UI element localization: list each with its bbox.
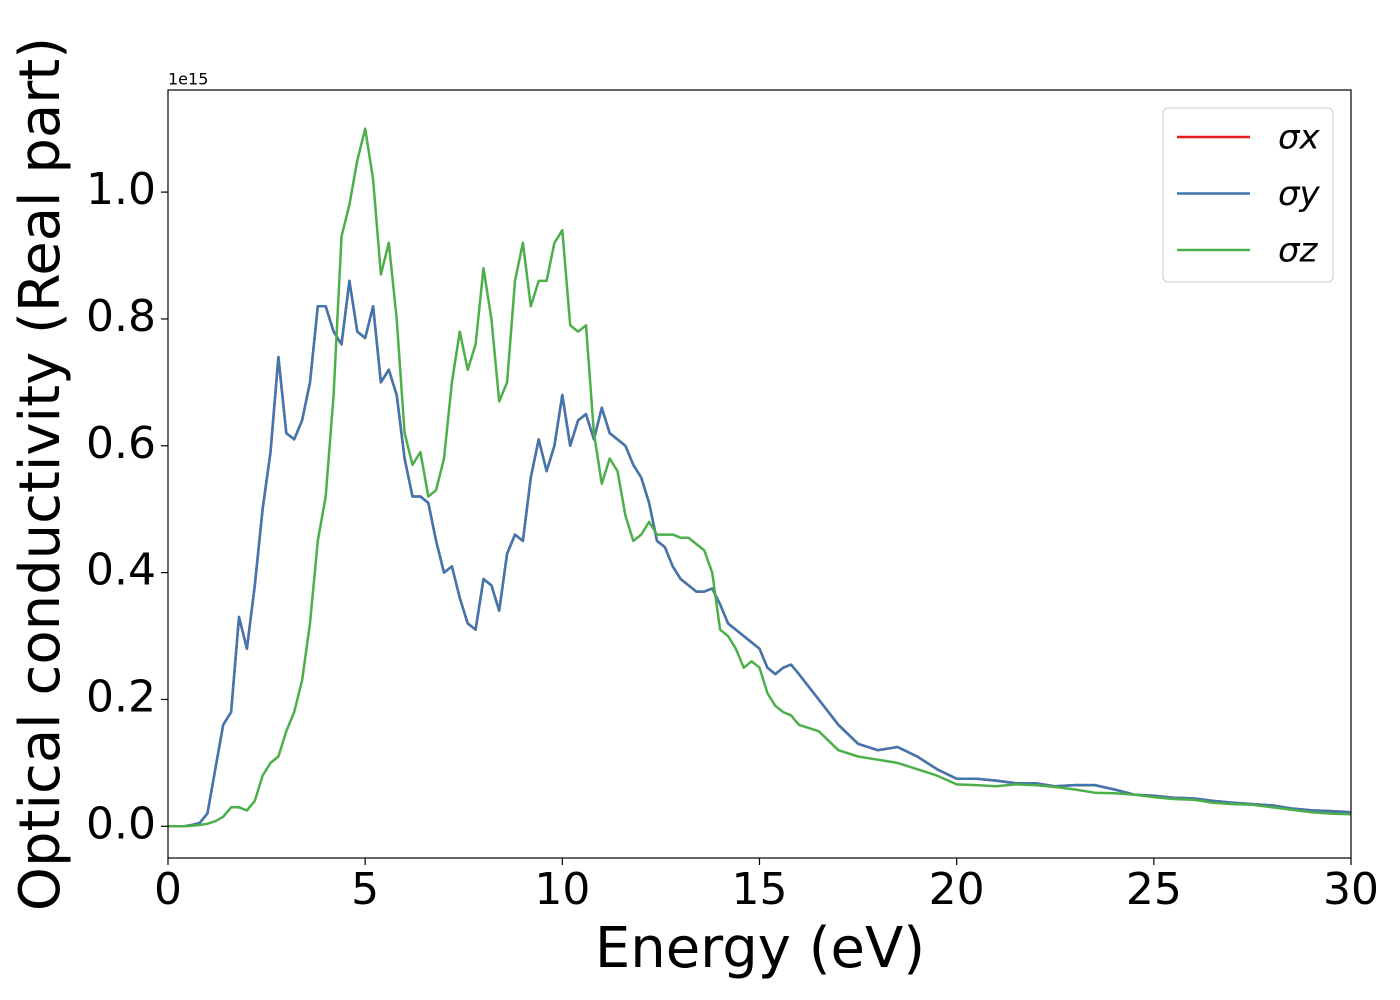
x-tick-label: 25 — [1126, 864, 1182, 915]
y-tick-label: 0.2 — [86, 671, 156, 722]
x-tick-label: 0 — [154, 864, 182, 915]
series-line — [168, 279, 1351, 828]
legend-label: σx — [1278, 118, 1321, 158]
x-tick-label: 15 — [732, 864, 788, 915]
series-line — [168, 127, 1351, 828]
y-tick-label: 0.6 — [86, 418, 156, 469]
x-tick-label: 20 — [929, 864, 985, 915]
x-tick-label: 10 — [534, 864, 590, 915]
plot-frame — [167, 89, 1352, 859]
offset-text: 1e15 — [168, 70, 208, 89]
x-axis-label: Energy (eV) — [595, 916, 925, 981]
legend-box — [1162, 107, 1334, 283]
x-tick-label: 5 — [351, 864, 379, 915]
legend-label: σy — [1278, 174, 1321, 214]
legend-label: σz — [1278, 231, 1319, 271]
y-tick-label: 0.0 — [86, 798, 156, 849]
y-tick-label: 0.4 — [86, 545, 156, 596]
y-axis-label: Optical conductivity (Real part) — [8, 37, 73, 911]
series-line — [168, 279, 1351, 828]
x-tick-label: 30 — [1323, 864, 1379, 915]
y-tick-label: 1.0 — [86, 164, 156, 215]
y-tick-label: 0.8 — [86, 291, 156, 342]
